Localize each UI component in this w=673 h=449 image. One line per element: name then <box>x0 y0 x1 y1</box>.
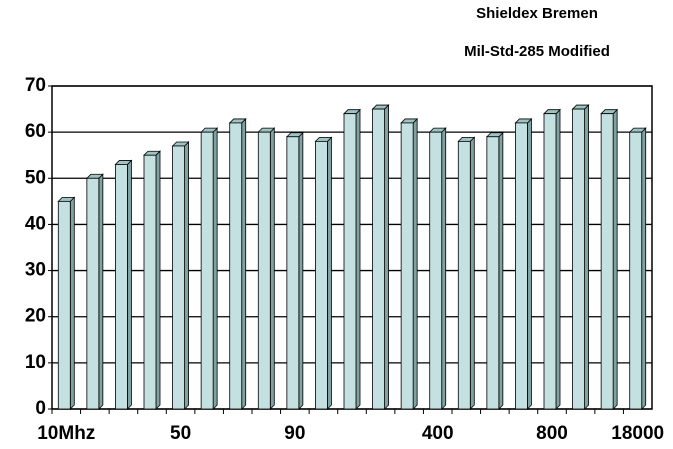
bar <box>372 108 385 410</box>
bar-side <box>412 117 418 410</box>
y-tick-label: 10 <box>25 352 46 373</box>
y-tick-label: 40 <box>25 213 46 234</box>
y-tick-label: 20 <box>25 306 46 327</box>
bar-side <box>155 150 161 410</box>
bar <box>429 131 443 410</box>
bar-side <box>269 127 275 410</box>
y-tick-label: 50 <box>25 167 46 188</box>
y-tick-label: 70 <box>25 75 46 96</box>
bar-side <box>298 131 304 410</box>
x-tick-label: 18000 <box>611 423 664 444</box>
bar <box>457 140 471 410</box>
bar <box>543 113 557 410</box>
bar-side <box>69 196 75 410</box>
chart-subtitle: Mil-Std-285 Modified <box>464 43 610 60</box>
bar <box>229 122 243 410</box>
bar-side <box>241 117 247 410</box>
bar-side <box>384 104 389 410</box>
bar-side <box>355 108 361 410</box>
bar-side <box>641 127 647 410</box>
bar-side <box>498 131 504 410</box>
bar <box>486 136 500 410</box>
bar <box>257 131 271 410</box>
x-tick-label: 800 <box>536 423 568 444</box>
x-tick-label: 400 <box>422 423 454 444</box>
y-tick-label: 30 <box>25 260 46 281</box>
bar-side <box>98 173 104 410</box>
bar-side <box>527 117 532 410</box>
bar <box>629 131 643 410</box>
bar-side <box>441 127 447 410</box>
chart-title: Shieldex Bremen <box>476 5 598 22</box>
bar <box>343 113 357 410</box>
x-tick-label: 10Mhz <box>37 423 95 444</box>
bar-side <box>469 136 475 410</box>
x-tick-label: 50 <box>170 423 191 444</box>
bar <box>57 200 71 410</box>
bar <box>315 140 328 410</box>
bar-side <box>327 136 332 410</box>
bar-side <box>212 127 218 410</box>
bar-side <box>584 104 589 410</box>
bar-side <box>184 141 189 410</box>
x-tick-label: 90 <box>284 423 305 444</box>
bar <box>115 164 128 410</box>
y-tick-label: 60 <box>25 121 46 142</box>
bar <box>86 177 100 410</box>
bar <box>572 108 585 410</box>
bar <box>143 154 157 410</box>
bar <box>286 136 300 410</box>
bar-side <box>612 108 618 410</box>
bar <box>172 145 185 410</box>
bar <box>200 131 214 410</box>
bar <box>515 122 528 410</box>
bar-side <box>555 108 561 410</box>
bar <box>400 122 414 410</box>
bar-side <box>127 159 132 410</box>
y-tick-label: 0 <box>35 398 46 419</box>
bar <box>600 113 614 410</box>
